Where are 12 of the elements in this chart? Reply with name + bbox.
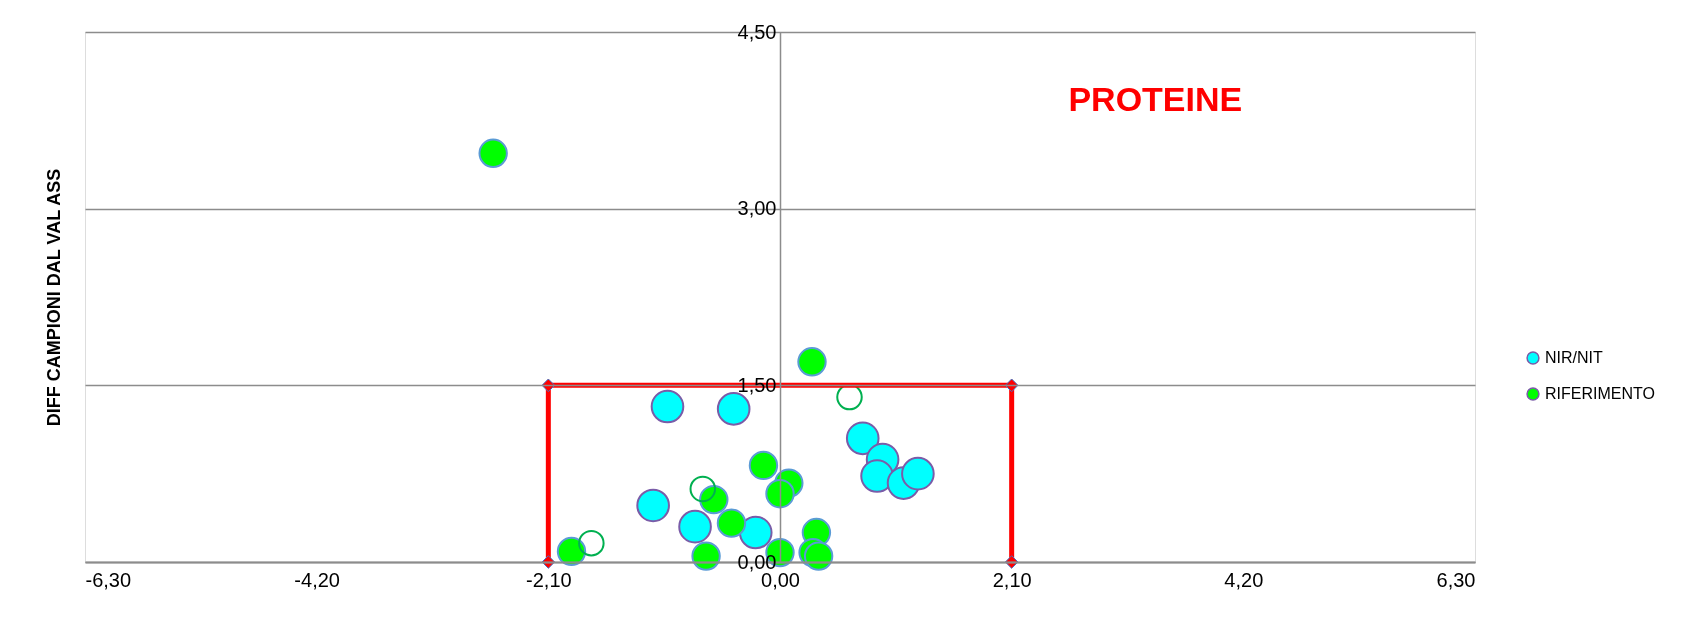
text: PROTEINE <box>1068 79 1243 118</box>
x-tick-label: 6,30 <box>1436 568 1476 591</box>
legend-label: RIFERIMENTO <box>1545 385 1655 402</box>
y-axis-title: DIFF CAMPIONI DAL VAL ASS <box>43 168 64 427</box>
y-tick-label: 4,50 <box>737 20 777 43</box>
legend-label: NIR/NIT <box>1545 349 1603 366</box>
x-tick-label: -2,10 <box>526 568 572 591</box>
y-tick-label: 3,00 <box>737 197 777 220</box>
x-tick-label: -4,20 <box>294 568 340 591</box>
x-tick-label: -6,30 <box>85 568 132 591</box>
x-tick-label: 2,10 <box>992 568 1032 591</box>
x-tick-label: 4,20 <box>1224 568 1264 591</box>
